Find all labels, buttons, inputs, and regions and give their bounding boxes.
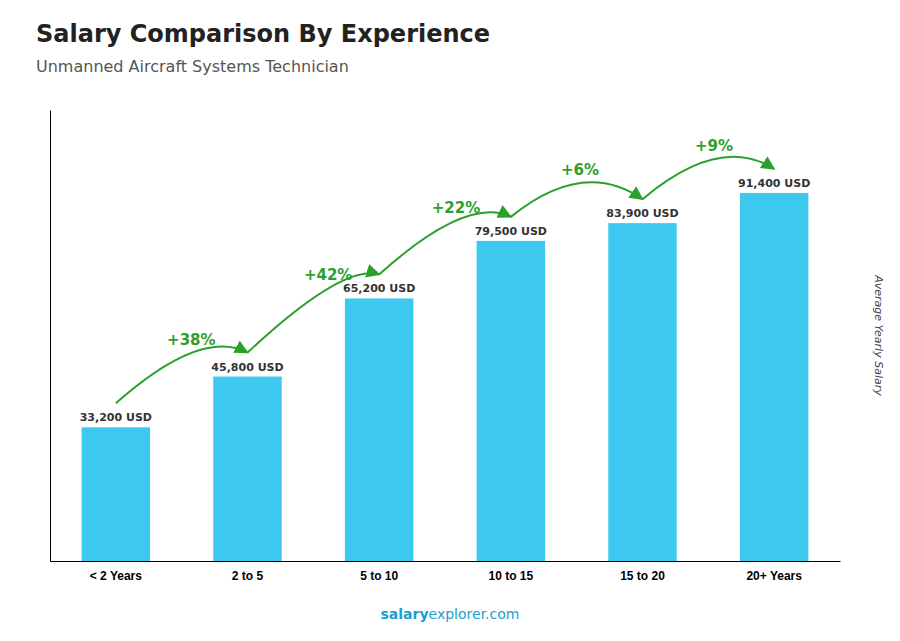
x-tick-label: 10 to 15 (488, 569, 533, 583)
change-arrow (643, 157, 775, 199)
change-arrow (248, 273, 380, 352)
data-label: 45,800 USD (211, 361, 283, 374)
plot: < 2 Years 2 to 5 5 to 10 10 to 15 15 to 20 20… (51, 111, 841, 583)
change-label: +9% (695, 137, 733, 155)
change-arrow (116, 346, 248, 403)
bar (740, 193, 808, 561)
x-tick: 20+ Years (746, 561, 802, 583)
y-axis-label: Average Yearly Salary (872, 274, 885, 396)
change-arrow (511, 182, 643, 217)
data-label: 91,400 USD (738, 177, 810, 190)
bar (608, 223, 676, 561)
data-labels: 33,200 USD 45,800 USD 65,200 USD 79,500 USD… (80, 177, 811, 424)
change-label: +6% (561, 161, 599, 179)
footer-normal: explorer.com (429, 606, 520, 622)
data-label: 65,200 USD (343, 282, 415, 295)
changes: +38% +42% +22% +6% +9% (116, 137, 774, 403)
x-tick-label: 15 to 20 (620, 569, 665, 583)
data-label: 83,900 USD (606, 207, 678, 220)
x-tick-label: 5 to 10 (360, 569, 398, 583)
bars (82, 193, 809, 561)
x-axis: < 2 Years 2 to 5 5 to 10 10 to 15 15 to 20 20… (51, 561, 841, 583)
change-label: +38% (167, 331, 215, 349)
bar (345, 298, 413, 561)
x-tick-label: < 2 Years (90, 569, 142, 583)
x-tick-label: 20+ Years (746, 569, 802, 583)
y-axis (50, 111, 51, 562)
footer: salaryexplorer.com (381, 606, 520, 622)
x-tick: 5 to 10 (360, 561, 398, 583)
y-axis-line (50, 111, 51, 562)
title: Salary Comparison By Experience (36, 20, 490, 48)
change-arrow (379, 212, 511, 274)
change-label: +42% (304, 266, 352, 284)
footer-bold: salary (381, 606, 429, 622)
x-tick: < 2 Years (90, 561, 142, 583)
x-axis-line (51, 561, 841, 562)
bar (213, 377, 281, 561)
x-tick-label: 2 to 5 (232, 569, 264, 583)
data-label: 33,200 USD (80, 411, 152, 424)
x-tick: 10 to 15 (488, 561, 533, 583)
x-tick: 15 to 20 (620, 561, 665, 583)
bar (82, 427, 150, 561)
x-tick: 2 to 5 (232, 561, 264, 583)
bar (477, 241, 545, 561)
chart: Salary Comparison By Experience Unmanned … (0, 0, 900, 641)
subtitle: Unmanned Aircraft Systems Technician (36, 57, 349, 76)
change-label: +22% (432, 199, 480, 217)
data-label: 79,500 USD (475, 225, 547, 238)
